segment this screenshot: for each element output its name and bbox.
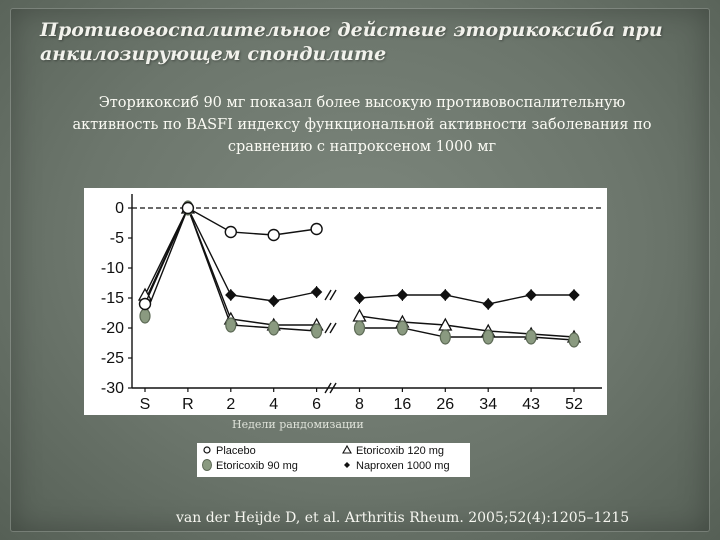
legend-label-placebo: Placebo <box>216 445 256 457</box>
data-point-etoricoxib-90-mg <box>439 329 451 345</box>
legend-marker-etoricoxib-120-mg <box>342 444 352 454</box>
data-point-placebo <box>267 228 280 242</box>
data-point-etoricoxib-120-mg <box>352 308 367 322</box>
data-point-naproxen-1000-mg <box>310 286 323 298</box>
x-tick-label: S <box>140 396 151 413</box>
x-tick-label: 16 <box>394 396 412 413</box>
legend-label-naproxen-1000-mg: Naproxen 1000 mg <box>356 460 450 472</box>
data-point-placebo <box>181 201 195 215</box>
series-line-naproxen-1000-mg <box>144 206 574 305</box>
data-point-naproxen-1000-mg <box>353 292 366 304</box>
data-point-naproxen-1000-mg <box>225 289 237 301</box>
y-tick-label: -30 <box>101 380 124 397</box>
legend-marker-naproxen-1000-mg <box>344 462 350 468</box>
slide-subtitle: Эторикоксиб 90 мг показал более высокую … <box>72 95 652 155</box>
data-point-etoricoxib-90-mg <box>225 317 237 333</box>
legend-marker-etoricoxib-90-mg <box>202 459 212 471</box>
break-mark-upper <box>329 289 337 301</box>
y-tick-label: -10 <box>101 260 124 277</box>
data-point-placebo <box>138 297 152 311</box>
break-mark-axis <box>324 382 332 394</box>
x-axis-label: Недели рандомизации <box>232 418 364 431</box>
data-point-etoricoxib-90-mg <box>482 329 494 345</box>
x-tick-label: 6 <box>312 396 321 413</box>
data-point-etoricoxib-90-mg <box>396 320 408 336</box>
y-tick-label: -25 <box>101 350 124 367</box>
x-tick-label: R <box>182 396 194 413</box>
x-tick-label: 43 <box>522 396 540 413</box>
data-point-placebo <box>310 222 323 236</box>
break-mark-upper <box>324 289 332 301</box>
citation: van der Heijde D, et al. Arthritis Rheum… <box>176 510 630 526</box>
data-point-placebo <box>224 225 238 239</box>
legend-label-etoricoxib-120-mg: Etoricoxib 120 mg <box>356 445 444 457</box>
slide-title: Противовоспалительное действие эторикокс… <box>40 19 663 65</box>
data-point-etoricoxib-90-mg <box>525 329 537 345</box>
data-point-naproxen-1000-mg <box>439 289 452 301</box>
y-tick-label: 0 <box>115 200 124 217</box>
data-point-naproxen-1000-mg <box>396 289 409 301</box>
data-point-naproxen-1000-mg <box>267 295 280 307</box>
data-point-etoricoxib-90-mg <box>311 323 323 339</box>
x-tick-label: 34 <box>479 396 497 413</box>
legend-label-etoricoxib-90-mg: Etoricoxib 90 mg <box>216 460 298 472</box>
chart-panel: 0 -5 -10 -15 -20 -25 -30 S R 2 4 6 8 16 26 34 43 52 <box>84 188 607 415</box>
y-tick-label: -15 <box>101 290 124 307</box>
data-point-etoricoxib-90-mg <box>568 332 580 348</box>
break-mark-axis <box>329 382 337 394</box>
x-tick-label: 26 <box>436 396 454 413</box>
legend-svg: Placebo Etoricoxib 120 mg Etoricoxib 90 mg… <box>202 444 450 472</box>
legend-marker-placebo <box>203 446 211 454</box>
y-tick-label: -5 <box>110 230 124 247</box>
x-tick-label: 2 <box>226 396 235 413</box>
x-tick-label: 8 <box>355 396 364 413</box>
data-point-naproxen-1000-mg <box>525 289 537 301</box>
x-tick-label: 52 <box>565 396 583 413</box>
chart-legend: Placebo Etoricoxib 120 mg Etoricoxib 90 mg… <box>197 443 470 477</box>
break-mark-lower <box>329 322 337 334</box>
x-tick-label: 4 <box>269 396 278 413</box>
data-point-naproxen-1000-mg <box>482 298 494 310</box>
break-mark-lower <box>324 322 332 334</box>
data-point-etoricoxib-90-mg <box>268 320 280 336</box>
y-tick-label: -20 <box>101 320 124 337</box>
data-point-etoricoxib-90-mg <box>139 308 151 324</box>
slide-frame <box>10 8 710 532</box>
chart-plot: 0 -5 -10 -15 -20 -25 -30 S R 2 4 6 8 16 26 34 43 52 <box>101 194 602 413</box>
data-point-naproxen-1000-mg <box>568 289 580 301</box>
data-point-etoricoxib-90-mg <box>353 320 366 336</box>
